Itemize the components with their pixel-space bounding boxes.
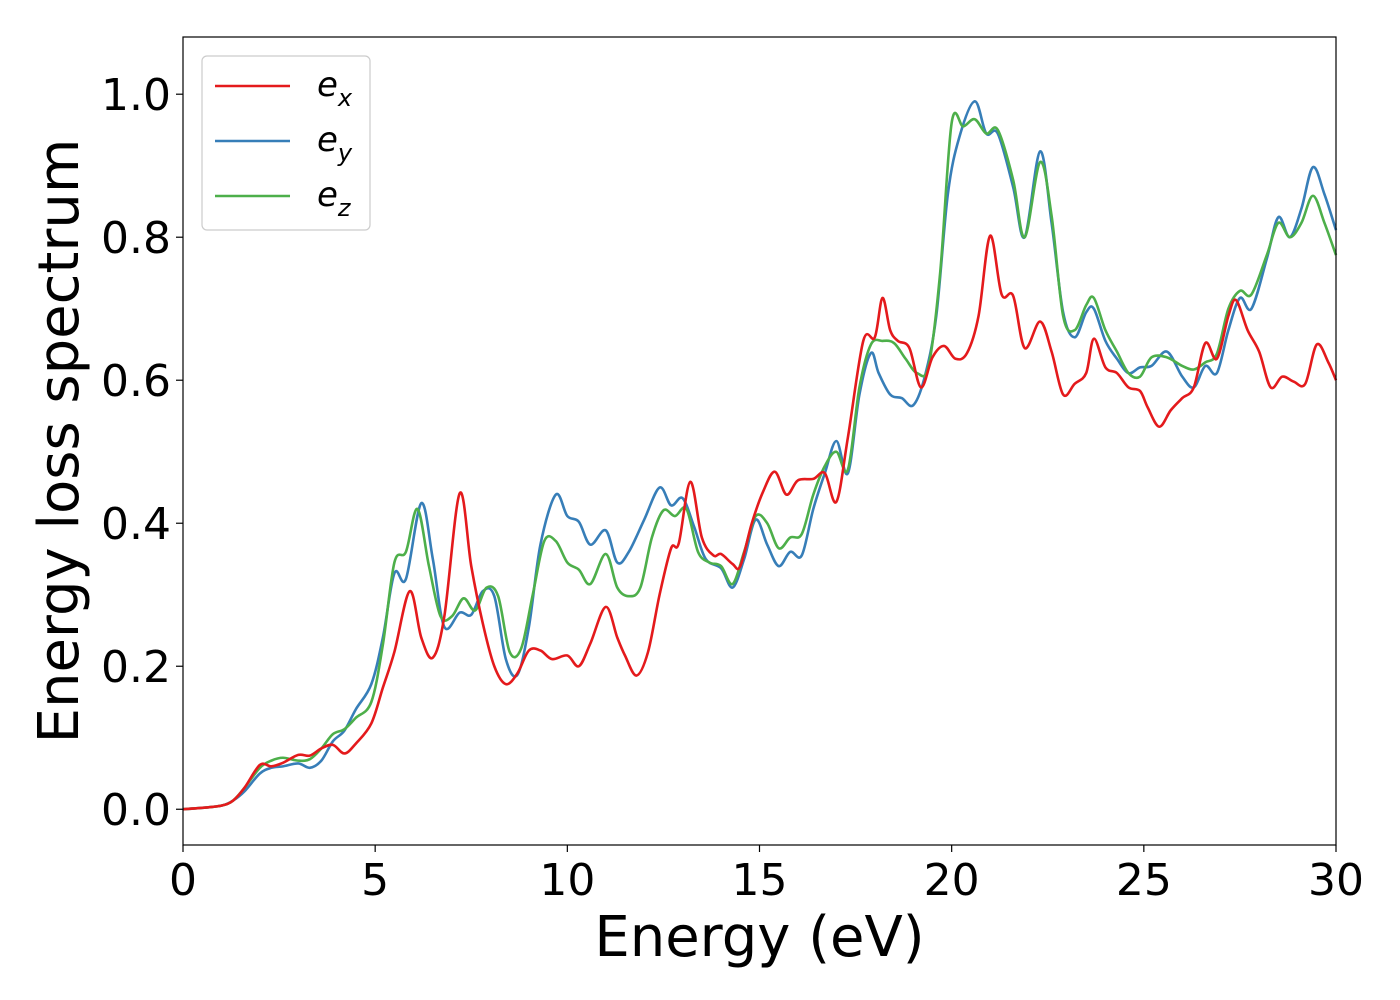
x-tick-label: 0 — [169, 855, 197, 906]
y-tick-label: 0.4 — [101, 499, 171, 550]
x-tick-label: 20 — [924, 855, 980, 906]
series-layer — [182, 100, 1338, 811]
x-tick-label: 25 — [1116, 855, 1172, 906]
x-axis-label: Energy (eV) — [594, 905, 924, 970]
x-tick-label: 10 — [539, 855, 595, 906]
legend-box — [201, 55, 371, 231]
series-line-ey — [182, 100, 1338, 811]
x-axis-ticks: 0 5 10 15 20 25 30 — [169, 845, 1364, 906]
y-tick-label: 0.8 — [101, 213, 171, 264]
x-tick-label: 5 — [361, 855, 389, 906]
legend-label-ex: ex — [317, 65, 353, 112]
y-axis-ticks: 0.0 0.2 0.4 0.6 0.8 1.0 — [101, 70, 183, 836]
legend-label-ez: ez — [317, 175, 352, 222]
y-axis-label: Energy loss spectrum — [27, 139, 92, 744]
y-tick-label: 0.2 — [101, 642, 171, 693]
x-tick-label: 30 — [1308, 855, 1364, 906]
series-line-ex — [182, 234, 1338, 811]
y-tick-label: 1.0 — [101, 70, 171, 121]
legend-label-ey: ey — [317, 120, 353, 167]
x-tick-label: 15 — [732, 855, 788, 906]
y-tick-label: 0.6 — [101, 356, 171, 407]
series-line-ez — [182, 111, 1338, 811]
y-tick-label: 0.0 — [101, 785, 171, 836]
legend: ex ey ez — [201, 55, 371, 231]
